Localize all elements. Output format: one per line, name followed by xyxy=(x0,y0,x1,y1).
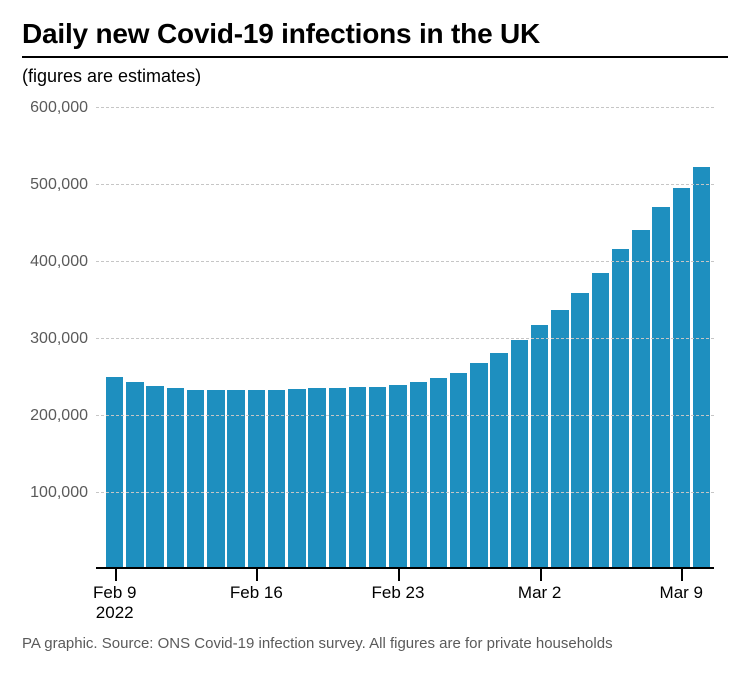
bar xyxy=(531,325,548,569)
y-tick-label: 500,000 xyxy=(30,176,96,194)
chart-title: Daily new Covid-19 infections in the UK xyxy=(22,18,728,50)
x-tick-mark xyxy=(115,569,117,581)
bar xyxy=(106,377,123,570)
chart-area: Feb 92022 Feb 16 Feb 23 Mar 2 Mar 9 100,000 2… xyxy=(22,91,728,631)
grid-line: 200,000 xyxy=(96,415,714,416)
bar xyxy=(248,390,265,569)
x-tick-mark xyxy=(256,569,258,581)
bar xyxy=(632,230,649,569)
grid-line: 300,000 xyxy=(96,338,714,339)
x-tick-mark xyxy=(398,569,400,581)
bar xyxy=(410,382,427,569)
x-tick-label: Feb 16 xyxy=(230,583,283,603)
y-tick-label: 600,000 xyxy=(30,99,96,117)
y-tick-label: 100,000 xyxy=(30,484,96,502)
bar xyxy=(470,363,487,569)
bar xyxy=(187,390,204,569)
bar xyxy=(369,387,386,569)
grid-line: 100,000 xyxy=(96,492,714,493)
bar xyxy=(430,378,447,569)
bar xyxy=(227,390,244,569)
title-rule xyxy=(22,56,728,58)
bar xyxy=(490,353,507,569)
bar xyxy=(207,390,224,569)
bar xyxy=(450,373,467,569)
bar xyxy=(268,390,285,569)
grid-line: 600,000 xyxy=(96,107,714,108)
chart-subtitle: (figures are estimates) xyxy=(22,66,728,87)
bar xyxy=(511,340,528,569)
x-tick-sublabel: 2022 xyxy=(93,603,136,623)
x-tick-mark xyxy=(681,569,683,581)
y-tick-label: 400,000 xyxy=(30,253,96,271)
plot-region: Feb 92022Feb 16Feb 23Mar 2Mar 9 100,0002… xyxy=(96,107,714,569)
chart-footer: PA graphic. Source: ONS Covid-19 infecti… xyxy=(22,635,728,652)
bar xyxy=(592,273,609,569)
x-tick-label: Feb 92022 xyxy=(93,583,136,624)
chart: Feb 92022 Feb 16 Feb 23 Mar 2 Mar 9 100,000 2… xyxy=(22,97,728,631)
x-tick-label: Feb 23 xyxy=(372,583,425,603)
chart-container: Daily new Covid-19 infections in the UK … xyxy=(0,0,750,700)
x-ticks-group: Feb 92022 Feb 16 Feb 23 Mar 2 Mar 9 xyxy=(96,569,714,629)
x-tick-label: Mar 9 xyxy=(660,583,703,603)
bar xyxy=(551,310,568,569)
bar xyxy=(571,293,588,569)
x-tick-label: Mar 2 xyxy=(518,583,561,603)
bar xyxy=(612,249,629,569)
y-tick-label: 300,000 xyxy=(30,330,96,348)
bar xyxy=(389,385,406,569)
grid-line: 500,000 xyxy=(96,184,714,185)
bar xyxy=(673,188,690,569)
bar xyxy=(693,167,710,569)
x-tick-mark xyxy=(540,569,542,581)
bar xyxy=(126,382,143,569)
grid-line: 400,000 xyxy=(96,261,714,262)
bar xyxy=(146,386,163,569)
y-tick-label: 200,000 xyxy=(30,407,96,425)
